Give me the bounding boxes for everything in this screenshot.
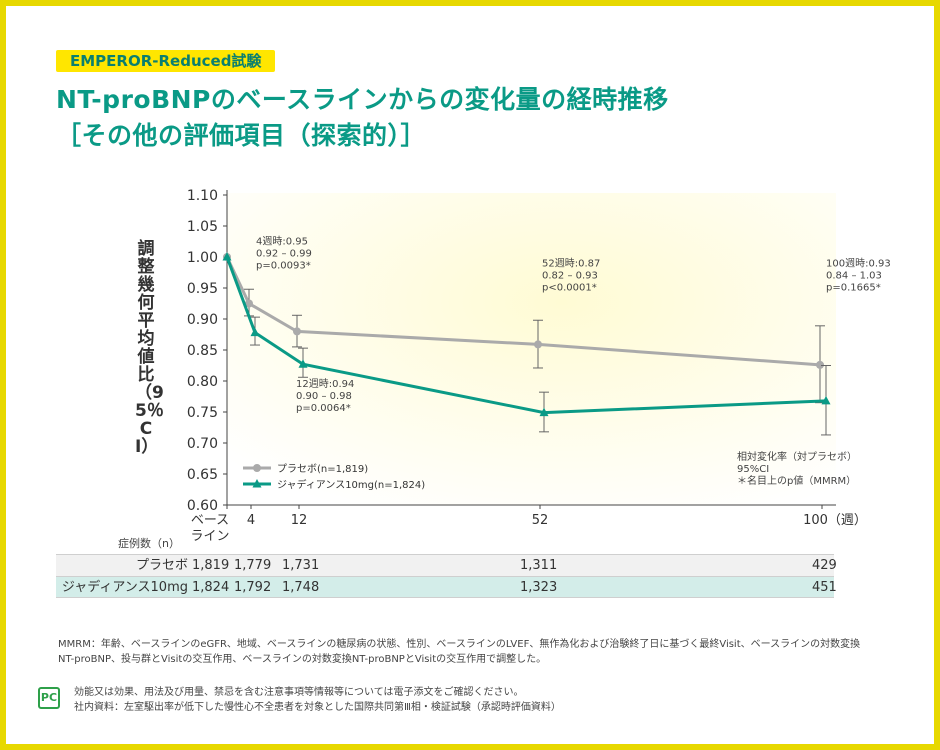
table-row-placebo: プラセボ 1,819 1,779 1,731 1,311 429 [56, 554, 837, 576]
page-title: NT-proBNPのベースラインからの変化量の経時推移 [56, 85, 669, 114]
study-badge: EMPEROR-Reduced試験 [56, 50, 276, 72]
data-point [539, 407, 549, 417]
table-cell: 1,731 [282, 558, 320, 573]
data-point [245, 299, 253, 308]
legend-label: プラセボ(n=1,819) [277, 463, 368, 475]
x-tick-label: 52 [532, 513, 549, 528]
y-tick-label: 0.90 [187, 312, 218, 328]
chart-note: 相対変化率（対プラセボ） 95%CI ＊名目上のp値（MMRM） [737, 450, 857, 487]
table-cell: 1,323 [520, 580, 558, 595]
table-cell: 1,819 [192, 558, 230, 573]
data-point [298, 359, 308, 368]
table-cell: 1,311 [520, 558, 558, 573]
data-point [821, 395, 831, 405]
annotation: 4週時:0.95 0.92 – 0.99 p=0.0093* [256, 236, 312, 272]
x-tick-label: ベースライン [190, 513, 229, 544]
table-cell: 1,748 [282, 580, 320, 595]
row-label: プラセボ [135, 558, 188, 573]
page-subtitle: ［その他の評価項目（探索的）］ [56, 121, 427, 150]
table-cell: 1,792 [234, 580, 272, 595]
y-tick-label: 0.75 [187, 405, 218, 421]
notice-line: 効能又は効果、用法及び用量、禁忌を含む注意事項等情報等については電子添文をご確認… [74, 687, 524, 698]
data-point [293, 327, 301, 336]
legend-marker [253, 464, 261, 472]
table-cell: 451 [812, 580, 837, 595]
table-cell: 1,779 [234, 558, 272, 573]
y-tick-label: 0.80 [187, 374, 218, 390]
x-tick-label: 4 [247, 513, 255, 528]
data-point [250, 327, 260, 337]
data-point [534, 340, 542, 349]
line-chart: 0.60 0.65 0.70 0.75 0.80 0.85 0.90 0.95 1.00 1.05… [187, 188, 891, 544]
x-tick-label: 100（週） [803, 513, 867, 528]
footnote-line: MMRM：年齢、ベースラインのeGFR、地域、ベースラインの糖尿病の状態、性別、… [58, 639, 861, 650]
table-row-drug: ジャディアンス10mg 1,824 1,792 1,748 1,323 451 [56, 576, 837, 598]
case-count-header: 症例数（n） [118, 537, 180, 550]
data-point [222, 252, 232, 261]
annotation: 12週時:0.94 0.90 – 0.98 p=0.0064* [296, 378, 354, 414]
y-tick-label: 0.95 [187, 281, 218, 297]
legend-marker [252, 479, 262, 488]
data-point [816, 360, 824, 369]
y-tick-label: 0.60 [187, 498, 218, 514]
y-tick-label: 0.70 [187, 436, 218, 452]
pc-logo: PC [38, 687, 60, 709]
annotation: 52週時:0.87 0.82 – 0.93 p<0.0001* [542, 257, 600, 293]
x-tick-label: 12 [291, 513, 308, 528]
y-tick-label: 1.05 [187, 219, 218, 235]
footnote-line: NT-proBNP、投与群とVisitの交互作用、ベースラインの対数変換NT-p… [58, 654, 547, 665]
source-line: 社内資料：左室駆出率が低下した慢性心不全患者を対象とした国際共同第Ⅲ相・検証試験… [74, 702, 561, 713]
y-tick-label: 1.10 [187, 188, 218, 204]
row-label: ジャディアンス10mg [61, 580, 188, 595]
table-cell: 1,824 [192, 580, 230, 595]
y-tick-label: 0.65 [187, 467, 218, 483]
y-tick-label: 1.00 [187, 250, 218, 266]
y-axis-label: 調整幾何平均値比（95％CI） [135, 239, 164, 457]
table-cell: 429 [812, 558, 837, 573]
plot-background [227, 193, 836, 505]
annotation: 100週時:0.93 0.84 – 1.03 p=0.1665* [826, 257, 891, 293]
y-tick-label: 0.85 [187, 343, 218, 359]
legend-label: ジャディアンス10mg(n=1,824) [277, 478, 425, 491]
